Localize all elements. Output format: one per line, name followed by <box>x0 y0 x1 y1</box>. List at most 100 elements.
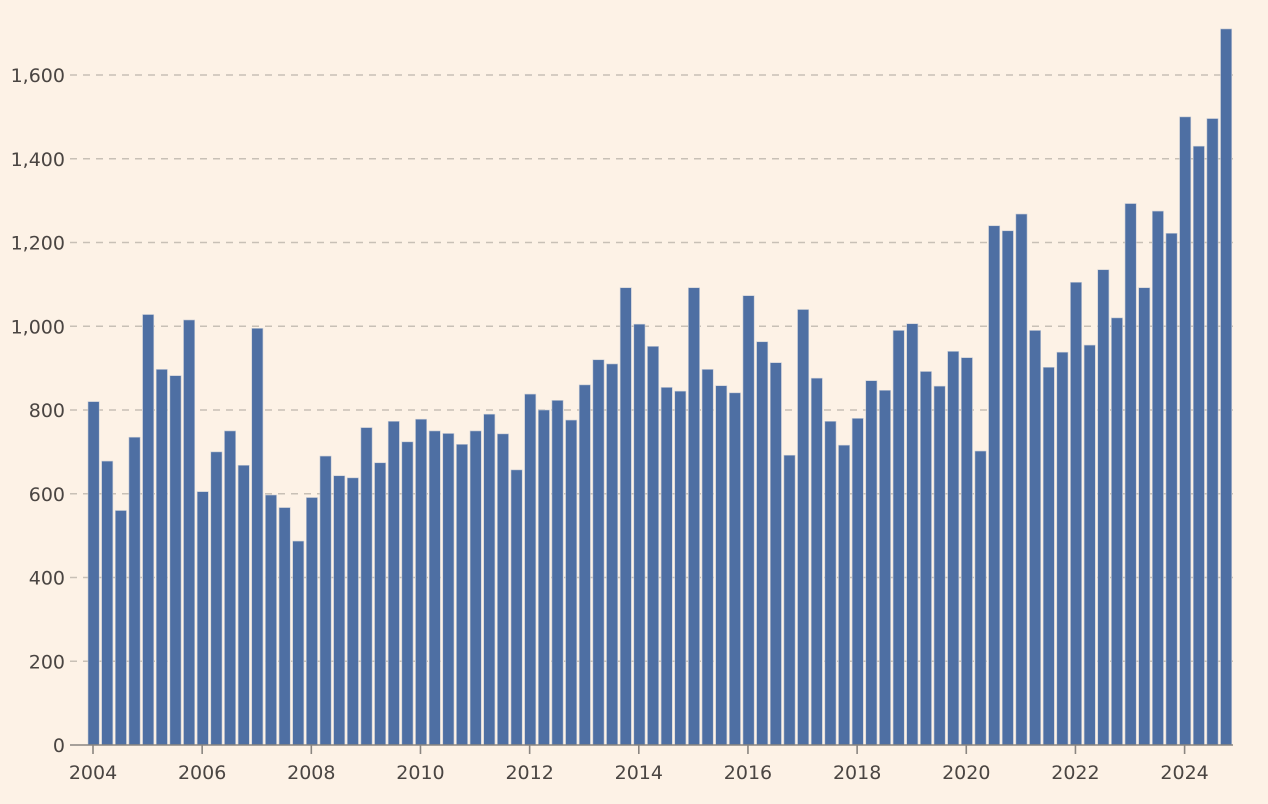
bar-2013Q2 <box>592 359 605 746</box>
bar-2016Q4 <box>783 454 796 746</box>
bar-2012Q3 <box>551 400 564 746</box>
y-tick-label: 800 <box>29 400 65 422</box>
bar-2011Q1 <box>469 430 482 746</box>
bar-2008Q3 <box>333 475 346 746</box>
bar-2020Q2 <box>974 450 987 746</box>
bar-2013Q1 <box>578 384 591 746</box>
bar-2008Q2 <box>319 455 332 746</box>
bar-2004Q2 <box>101 460 114 746</box>
bar-2022Q2 <box>1083 344 1096 746</box>
bar-2014Q2 <box>647 346 659 746</box>
y-axis-labels: 0 200 400 600 800 1,000 1,200 1,400 1,600 <box>11 65 65 757</box>
bar-2011Q2 <box>483 413 496 746</box>
x-tick-label: 2018 <box>833 762 881 784</box>
bar-2008Q4 <box>346 477 359 746</box>
y-tick-label: 1,600 <box>11 65 65 87</box>
y-tick-label: 400 <box>29 568 65 590</box>
bar-2022Q3 <box>1097 269 1110 746</box>
bar-2013Q3 <box>606 363 619 746</box>
bar-2017Q4 <box>838 444 850 746</box>
bar-2009Q3 <box>387 421 400 746</box>
bar-2019Q4 <box>947 351 960 746</box>
bar-2015Q2 <box>701 369 714 746</box>
bar-2014Q4 <box>674 390 687 746</box>
bar-2023Q3 <box>1152 210 1164 746</box>
y-tick-label: 600 <box>29 484 65 506</box>
bar-2013Q4 <box>619 287 632 746</box>
bar-2021Q2 <box>1029 330 1042 746</box>
bar-2023Q2 <box>1138 287 1151 746</box>
bar-2016Q2 <box>756 341 769 746</box>
bar-2004Q1 <box>87 401 100 746</box>
bar-2014Q3 <box>660 387 673 746</box>
bar-2006Q3 <box>224 430 236 746</box>
bar-2006Q4 <box>237 464 250 746</box>
x-tick-label: 2022 <box>1051 762 1099 784</box>
x-tick-label: 2006 <box>178 762 226 784</box>
bar-2016Q1 <box>742 295 755 746</box>
x-tick-label: 2012 <box>505 762 553 784</box>
bar-2012Q4 <box>565 419 578 746</box>
bar-2011Q4 <box>510 469 523 746</box>
bar-2024Q2 <box>1192 145 1205 746</box>
bar-2024Q3 <box>1206 118 1219 746</box>
bar-2007Q4 <box>292 540 305 746</box>
bar-2015Q3 <box>715 385 728 746</box>
x-tick-label: 2024 <box>1160 762 1208 784</box>
bar-2017Q2 <box>810 377 823 746</box>
bar-2022Q4 <box>1111 317 1123 746</box>
bar-2023Q4 <box>1165 232 1178 746</box>
bar-2011Q3 <box>497 433 509 746</box>
bar-2024Q1 <box>1179 116 1192 746</box>
bar-2017Q1 <box>797 309 810 746</box>
bar-2022Q1 <box>1070 281 1082 746</box>
bar-2012Q2 <box>537 409 550 746</box>
bar-2018Q2 <box>865 380 878 746</box>
bar-2008Q1 <box>306 497 318 746</box>
y-tick-label: 200 <box>29 651 65 673</box>
bar-2018Q4 <box>892 330 905 746</box>
bar-2006Q2 <box>210 451 223 746</box>
x-axis: 2004 2006 2008 2010 2012 2014 2016 2018 2020 2022… <box>69 744 1233 784</box>
bar-2019Q1 <box>906 323 919 746</box>
x-tick-label: 2004 <box>69 762 117 784</box>
bar-2024Q4 <box>1220 28 1233 746</box>
bar-2004Q4 <box>128 436 141 746</box>
bar-2007Q1 <box>251 328 264 746</box>
bar-2005Q4 <box>183 319 196 746</box>
bar-2009Q1 <box>360 427 373 746</box>
bar-2023Q1 <box>1124 203 1137 746</box>
bar-2021Q4 <box>1056 351 1069 746</box>
bar-2019Q2 <box>920 371 932 746</box>
bar-2016Q3 <box>769 362 782 746</box>
x-tick-label: 2008 <box>287 762 335 784</box>
bar-2021Q3 <box>1042 366 1055 746</box>
bar-2020Q4 <box>1001 230 1014 746</box>
bar-2006Q1 <box>196 491 209 746</box>
bar-2005Q2 <box>155 369 168 746</box>
bar-2012Q1 <box>524 393 537 746</box>
x-tick-label: 2014 <box>615 762 663 784</box>
y-tick-label: 1,200 <box>11 233 65 255</box>
x-tick-label: 2016 <box>724 762 772 784</box>
bar-2015Q4 <box>729 392 741 746</box>
bar-2005Q1 <box>142 314 155 746</box>
x-tick-label: 2020 <box>942 762 990 784</box>
bar-2009Q2 <box>374 462 387 746</box>
bar-2019Q3 <box>933 385 946 746</box>
bar-2017Q3 <box>824 421 837 746</box>
bar-2018Q1 <box>851 418 864 746</box>
y-tick-label: 1,400 <box>11 149 65 171</box>
bar-2020Q1 <box>960 357 973 746</box>
bar-2005Q3 <box>169 375 182 746</box>
bar-2009Q4 <box>401 441 414 746</box>
y-tick-label: 1,000 <box>11 316 65 338</box>
bar-2010Q3 <box>442 433 455 746</box>
bar-2007Q2 <box>265 494 277 746</box>
bar-2021Q1 <box>1015 213 1028 746</box>
x-tick-label: 2010 <box>396 762 444 784</box>
bar-2020Q3 <box>988 225 1001 746</box>
bar-2010Q4 <box>456 444 468 746</box>
bar-2018Q3 <box>879 390 891 746</box>
